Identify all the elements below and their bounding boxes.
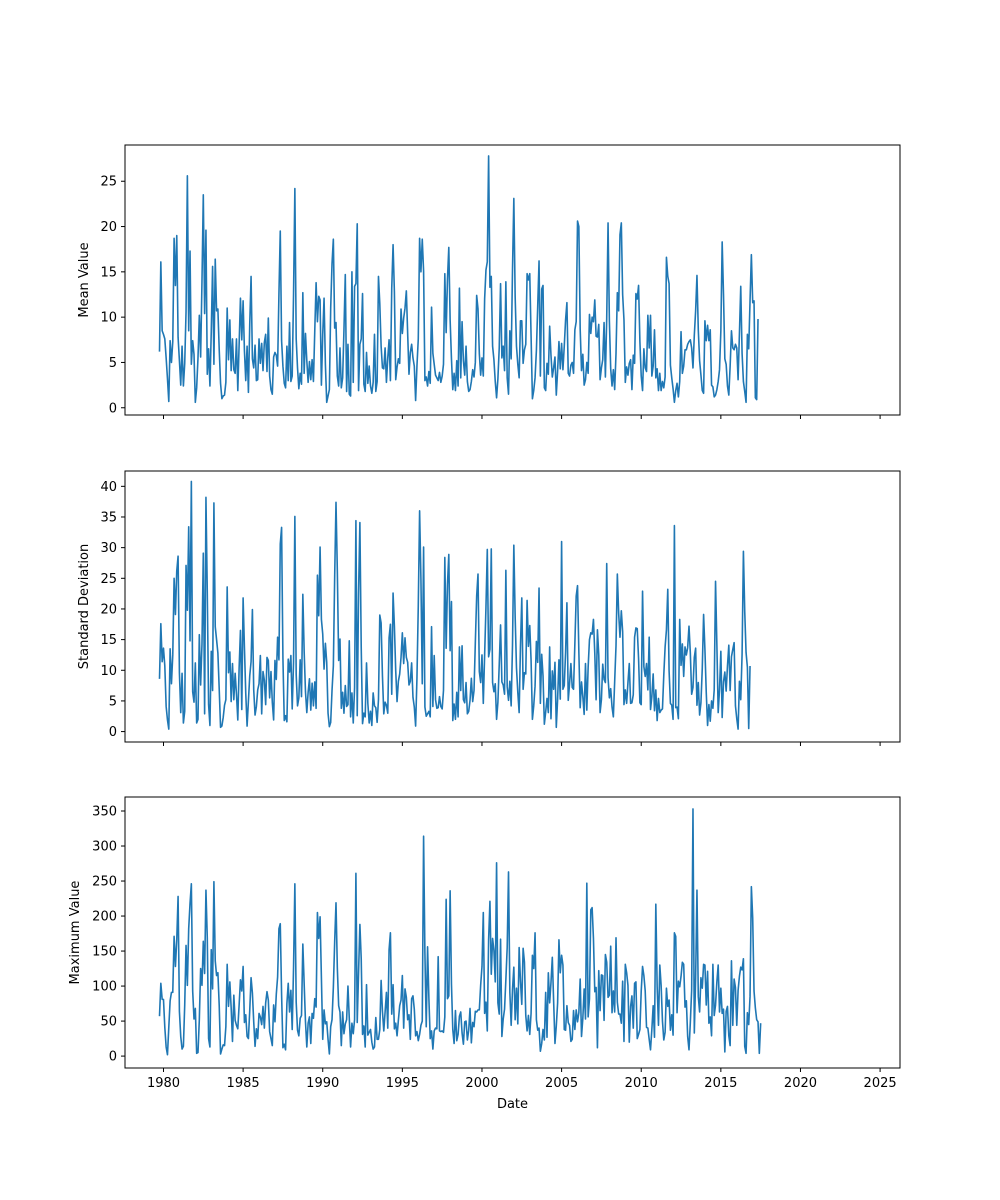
- y-tick-label: 250: [92, 875, 117, 890]
- x-tick-label: 2020: [784, 1076, 817, 1091]
- y-axis-label: Maximum Value: [68, 881, 83, 985]
- subplot-2: 0 5 10 15 20 25 30 35 40 Standard Deviation: [77, 470, 901, 746]
- series-line-3-1: [158, 808, 762, 1056]
- series-line-2-1: [158, 480, 751, 730]
- y-tick-label: 5: [109, 356, 117, 371]
- y-tick-label: 0: [109, 725, 117, 740]
- y-tick-label: 200: [92, 910, 117, 925]
- x-tick-label: 1990: [306, 1076, 339, 1091]
- y-tick-label: 15: [100, 633, 117, 648]
- y-tick-label: 100: [92, 980, 117, 995]
- x-tick-label: 2005: [545, 1076, 578, 1091]
- y-tick-label: 350: [92, 805, 117, 820]
- x-tick-label: 1995: [386, 1076, 419, 1091]
- x-tick-label: 2010: [625, 1076, 658, 1091]
- subplot-3: 0 50 100 150 200 250 300 350 1980 1985 1990 1995 200…: [68, 796, 901, 1112]
- y-tick-label: 5: [109, 694, 117, 709]
- subplot-1: 0 5 10 15 20 25 Mean Value: [77, 144, 901, 419]
- y-tick-label: 20: [100, 220, 117, 235]
- y-tick-label: 0: [109, 401, 117, 416]
- x-tick-label: 1980: [147, 1076, 180, 1091]
- y-tick-label: 25: [100, 175, 117, 190]
- y-tick-label: 20: [100, 602, 117, 617]
- y-tick-label: 40: [100, 480, 117, 495]
- x-tick-label: 2000: [465, 1076, 498, 1091]
- x-axis-label: Date: [497, 1097, 528, 1112]
- y-tick-label: 300: [92, 840, 117, 855]
- x-tick-label: 2025: [864, 1076, 897, 1091]
- y-tick-label: 50: [100, 1015, 117, 1030]
- y-tick-label: 10: [100, 664, 117, 679]
- y-tick-label: 15: [100, 265, 117, 280]
- x-tick-label: 2015: [704, 1076, 737, 1091]
- y-axis-label: Standard Deviation: [77, 544, 92, 669]
- y-tick-label: 25: [100, 572, 117, 587]
- series-line-1-1: [158, 155, 759, 404]
- y-tick-label: 30: [100, 541, 117, 556]
- y-tick-label: 0: [109, 1050, 117, 1065]
- y-tick-label: 10: [100, 311, 117, 326]
- x-tick-label: 1985: [227, 1076, 260, 1091]
- axes-frame: [124, 144, 901, 416]
- axes-frame: [124, 470, 901, 743]
- axes-frame: [124, 796, 901, 1069]
- y-tick-label: 35: [100, 510, 117, 525]
- y-axis-label: Mean Value: [77, 242, 92, 317]
- y-tick-label: 150: [92, 945, 117, 960]
